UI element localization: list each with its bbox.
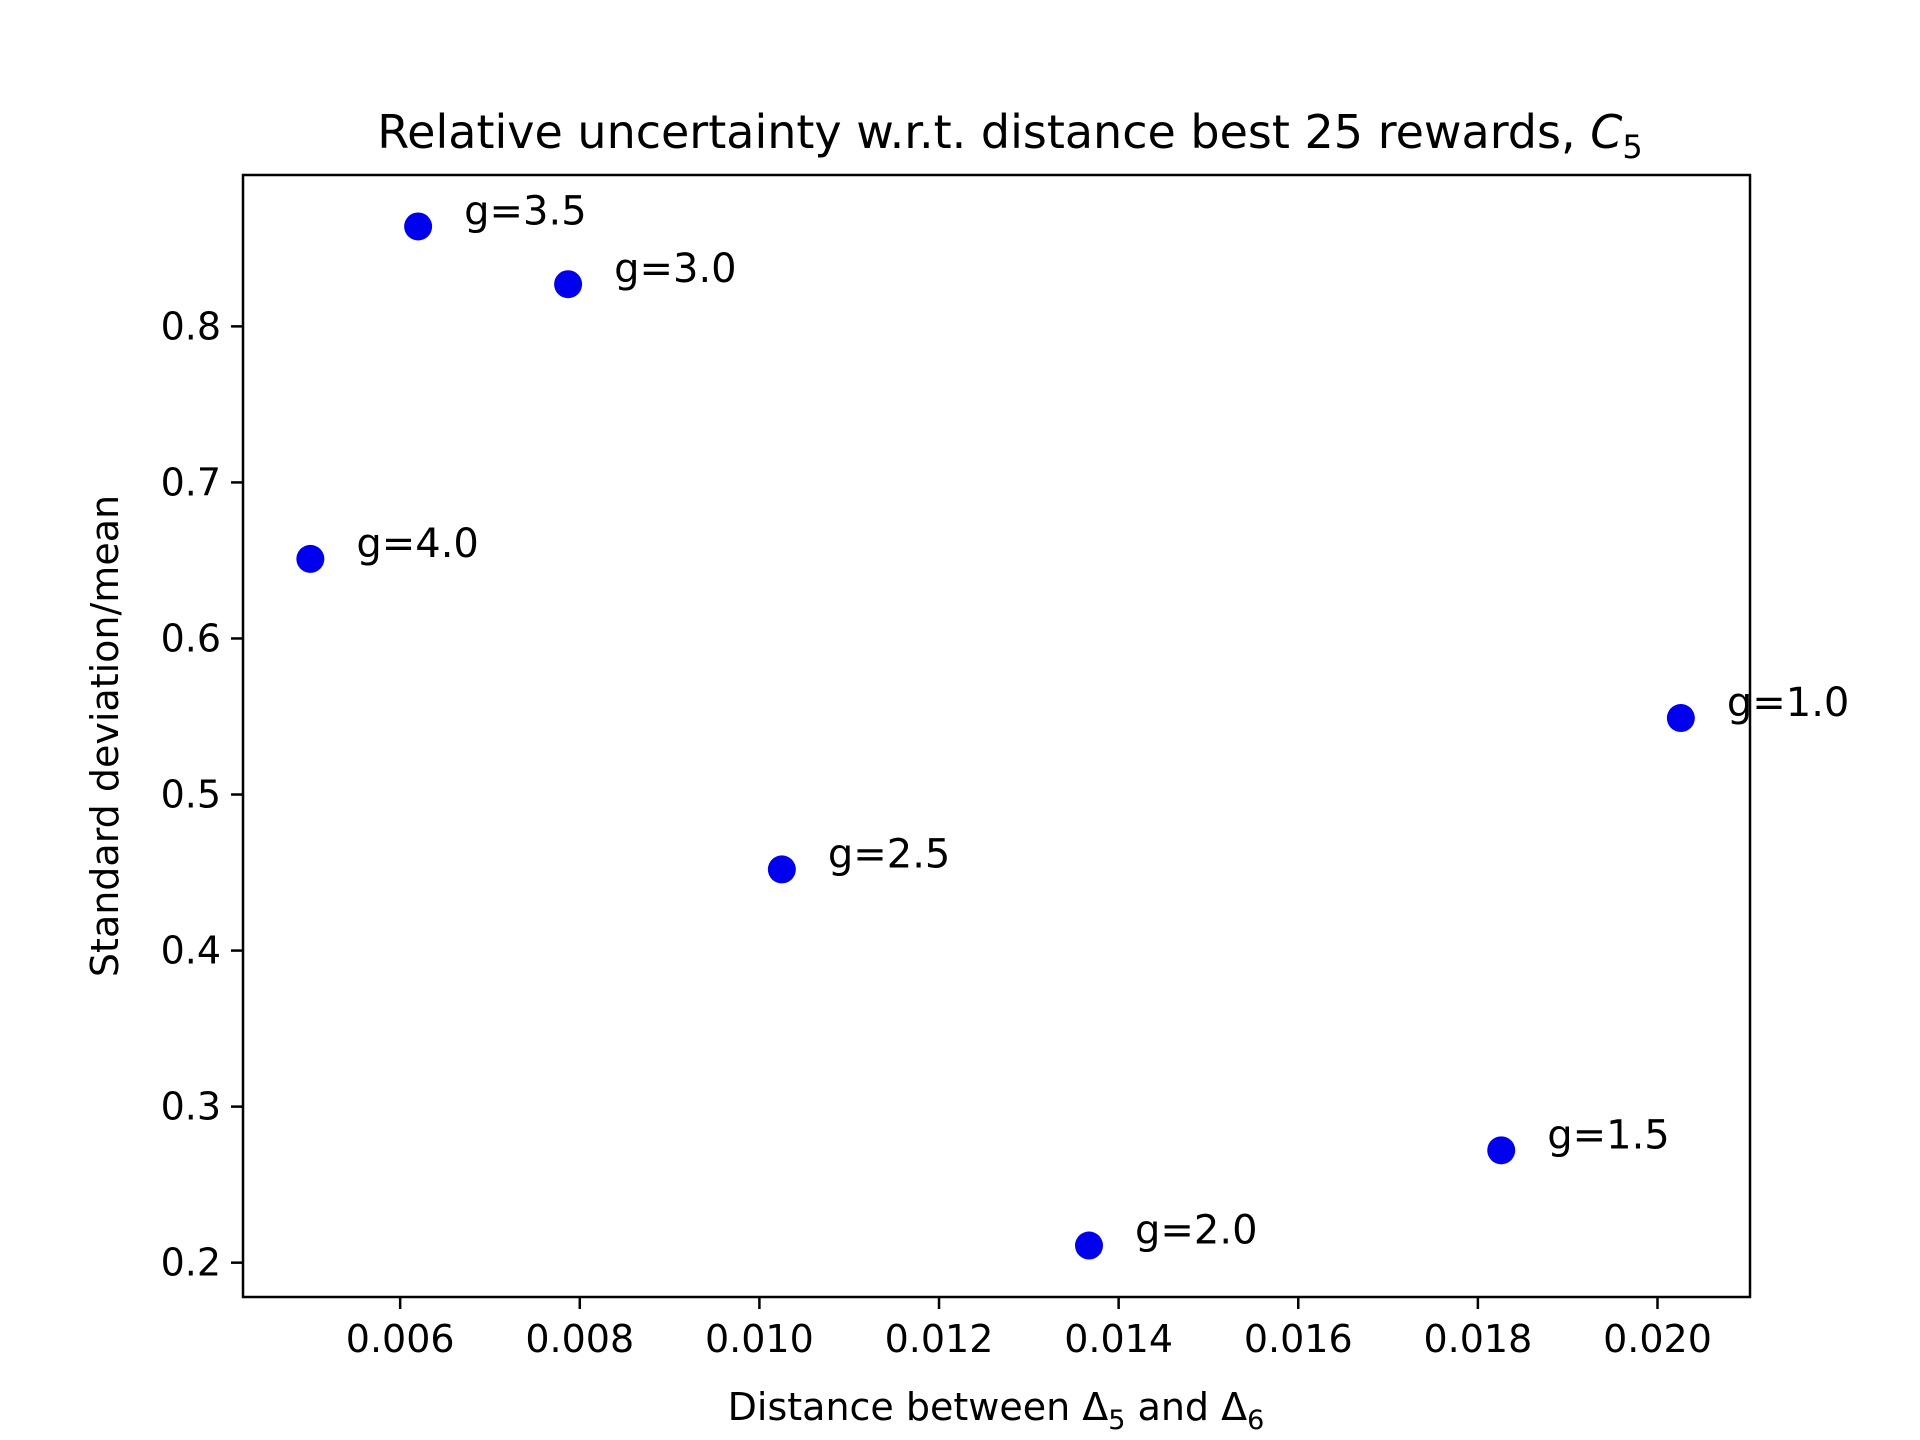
chart-title: Relative uncertainty w.r.t. distance bes… — [377, 105, 1642, 166]
plot-area-frame — [241, 173, 1752, 1299]
data-point — [404, 212, 433, 241]
y-tick-label: 0.4 — [161, 929, 221, 973]
x-tick-label: 0.020 — [1603, 1317, 1712, 1361]
data-point-label: g=3.0 — [614, 246, 737, 292]
x-axis-label-middle: and — [1125, 1385, 1221, 1429]
data-point — [1075, 1231, 1104, 1260]
chart-title-main: Relative uncertainty w.r.t. distance bes… — [377, 105, 1590, 159]
data-point — [296, 544, 325, 573]
x-tick-label: 0.010 — [705, 1317, 814, 1361]
x-tick-label: 0.014 — [1064, 1317, 1173, 1361]
data-point — [1487, 1136, 1516, 1165]
y-tick-label: 0.5 — [161, 773, 221, 817]
data-points: g=4.0 g=3.5 g=3.0 g=2.5 g=2.0 g=1.5 g=1.0 — [296, 188, 1850, 1260]
data-point — [1666, 704, 1695, 733]
data-point-label: g=3.5 — [464, 188, 587, 234]
y-tick-label: 0.8 — [161, 304, 221, 348]
y-tick-label: 0.2 — [161, 1241, 221, 1285]
chart-title-symbol: C — [1590, 105, 1622, 159]
x-tick-label: 0.006 — [346, 1317, 455, 1361]
y-axis: 0.2 0.3 0.4 0.5 0.6 0.7 0.8 — [161, 304, 243, 1285]
x-tick-label: 0.008 — [525, 1317, 634, 1361]
data-point-label: g=2.0 — [1135, 1208, 1258, 1254]
data-point-label: g=1.0 — [1727, 680, 1850, 726]
data-point — [554, 270, 583, 299]
chart-title-subscript: 5 — [1622, 128, 1642, 166]
data-point-label: g=4.0 — [356, 521, 479, 567]
y-tick-label: 0.3 — [161, 1085, 221, 1129]
x-axis-label-delta-1: Δ — [1082, 1385, 1108, 1429]
data-point — [767, 855, 796, 884]
y-axis-label: Standard deviation/mean — [83, 495, 127, 977]
x-tick-label: 0.016 — [1244, 1317, 1353, 1361]
x-axis-label-sub-1: 5 — [1108, 1405, 1125, 1436]
data-point-label: g=1.5 — [1547, 1112, 1670, 1158]
x-tick-label: 0.012 — [885, 1317, 994, 1361]
y-tick-label: 0.7 — [161, 460, 221, 504]
y-tick-label: 0.6 — [161, 616, 221, 660]
x-axis-label: Distance between Δ5 and Δ6 — [728, 1385, 1265, 1436]
x-tick-label: 0.018 — [1423, 1317, 1532, 1361]
x-axis-label-sub-2: 6 — [1247, 1405, 1264, 1436]
x-axis-label-prefix: Distance between — [728, 1385, 1083, 1429]
x-axis-label-delta-2: Δ — [1221, 1385, 1247, 1429]
data-point-label: g=2.5 — [828, 831, 951, 877]
x-axis: 0.006 0.008 0.010 0.012 0.014 0.016 0.018 0.020 — [346, 1297, 1712, 1361]
